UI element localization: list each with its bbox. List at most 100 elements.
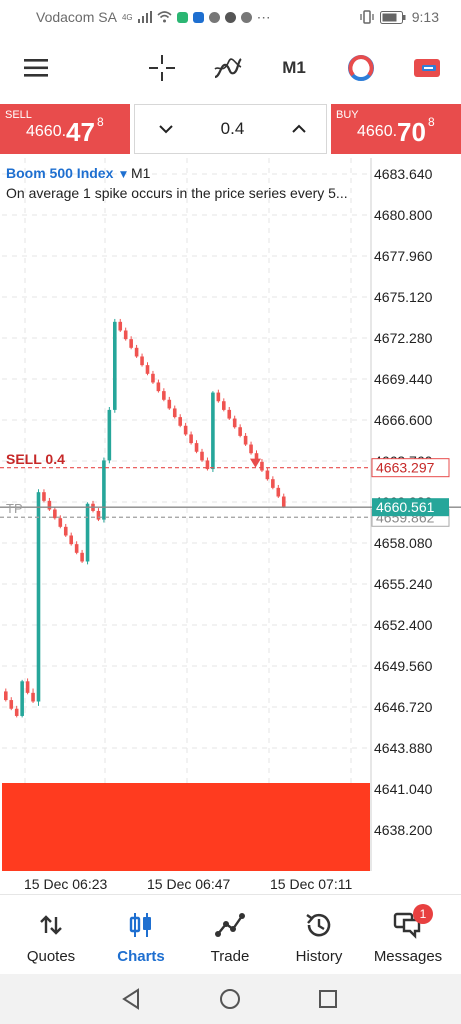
indicators-icon <box>214 58 242 79</box>
candle-body <box>249 444 253 454</box>
symbol-dropdown-icon[interactable]: ▼ <box>120 170 127 180</box>
vibrate-icon <box>360 10 374 24</box>
time-axis-label: 15 Dec 06:47 <box>147 876 230 892</box>
bottom-navigation: Quotes Charts Trade History 1 Messages <box>0 894 461 974</box>
candle-body <box>107 409 112 461</box>
system-navigation-bar <box>0 974 461 1024</box>
price-axis-label: 4669.440 <box>374 371 433 387</box>
clock: 9:13 <box>411 9 439 25</box>
candle-body <box>151 373 155 383</box>
candle-body <box>205 460 210 470</box>
candle-body <box>74 544 79 553</box>
sell-button[interactable]: SELL 4660. 47 8 <box>0 104 130 154</box>
home-icon[interactable] <box>219 988 241 1010</box>
one-click-trade-panel: SELL 4660. 47 8 0.4 BUY 4660. 70 8 <box>0 104 461 154</box>
back-icon[interactable] <box>120 988 142 1010</box>
price-axis-label: 4652.400 <box>374 617 433 633</box>
candle-body <box>96 510 101 520</box>
candle-body <box>14 708 19 716</box>
chart-canvas[interactable]: 4683.640 4680.800 4677.960 4675.120 4672.280… <box>0 158 461 894</box>
chart-symbol[interactable]: Boom 500 Index <box>6 165 114 181</box>
quotes-icon <box>40 915 62 935</box>
candle-body <box>271 479 275 488</box>
candle-body <box>183 425 188 435</box>
crosshair-button[interactable] <box>140 42 184 94</box>
indicators-button[interactable] <box>206 42 250 94</box>
time-axis-label: 15 Dec 07:11 <box>270 876 352 892</box>
menu-button[interactable] <box>14 42 58 94</box>
candle-body <box>172 408 177 418</box>
candle-body <box>276 487 281 497</box>
candle-body <box>260 461 264 471</box>
sell-entry-marker <box>250 458 261 468</box>
candle-body <box>47 500 52 510</box>
sell-price-point: 8 <box>97 115 104 129</box>
chevron-down-icon <box>159 125 173 134</box>
candle-body <box>189 434 193 444</box>
price-axis-label: 4675.120 <box>374 289 433 305</box>
candle-body <box>9 700 14 709</box>
new-order-icon <box>414 59 440 77</box>
candle-body <box>216 392 221 402</box>
current-price-tag <box>372 498 449 517</box>
lot-size-control: 0.4 <box>134 104 327 154</box>
candle-body <box>145 365 150 374</box>
battery-icon <box>379 10 406 24</box>
price-axis-label: 4658.080 <box>374 535 433 551</box>
candle-body <box>123 330 128 340</box>
nav-history[interactable]: History <box>273 895 365 975</box>
candle-body <box>140 356 144 366</box>
timeframe-button[interactable]: M1 <box>282 58 306 77</box>
price-axis-label: 4683.640 <box>374 166 433 182</box>
app-notification-icon-2 <box>192 11 204 23</box>
candle-body <box>31 692 35 702</box>
buy-label: BUY <box>336 109 359 121</box>
decrease-lot-button[interactable] <box>159 119 173 139</box>
trade-icon <box>215 913 245 937</box>
chart-toolbar: M1 <box>0 42 461 94</box>
candle-body <box>156 382 161 392</box>
sell-price-tag <box>371 458 450 478</box>
candle-body <box>200 451 204 461</box>
symbol-description: On average 1 spike occurs in the price s… <box>6 185 348 201</box>
chevron-up-icon <box>292 124 306 133</box>
price-axis-label: 4646.720 <box>374 699 433 715</box>
candle-body <box>129 339 133 348</box>
one-click-trading-button[interactable] <box>339 42 383 94</box>
volume-area <box>2 783 370 871</box>
candle-body <box>80 552 84 562</box>
crosshair-icon <box>149 55 175 81</box>
price-chart[interactable]: 4683.640 4680.800 4677.960 4675.120 4672.280… <box>0 158 461 894</box>
nav-quotes[interactable]: Quotes <box>5 895 97 975</box>
nav-messages[interactable]: 1 Messages <box>362 895 454 975</box>
tp-label[interactable]: TP <box>6 501 23 516</box>
current-price-tag-text: 4660.561 <box>376 499 435 515</box>
candle-body <box>102 460 106 520</box>
new-order-button[interactable] <box>405 42 449 94</box>
buy-button[interactable]: BUY 4660. 70 8 <box>331 104 461 154</box>
time-axis-label: 15 Dec 06:23 <box>24 876 107 892</box>
buy-price-point: 8 <box>428 115 435 129</box>
candle-body <box>118 321 123 331</box>
lot-size-value[interactable]: 0.4 <box>220 119 245 138</box>
recents-icon[interactable] <box>318 989 338 1009</box>
price-axis-label: 4655.240 <box>374 576 433 592</box>
sell-position-label[interactable]: SELL 0.4 <box>6 451 65 467</box>
candle-body <box>69 535 73 545</box>
sell-price-tag-text: 4663.297 <box>376 460 435 476</box>
candle-body <box>211 392 215 470</box>
sell-label: SELL <box>5 109 32 121</box>
increase-lot-button[interactable] <box>292 119 306 139</box>
nav-charts[interactable]: Charts <box>95 895 187 975</box>
chart-timeframe: M1 <box>131 165 151 181</box>
wifi-icon <box>157 11 172 23</box>
charts-icon <box>129 913 151 937</box>
candle-body <box>25 681 30 693</box>
app-notification-icon <box>176 11 188 23</box>
candle-body <box>254 453 259 462</box>
nav-trade[interactable]: Trade <box>184 895 276 975</box>
signal-icon <box>137 11 152 23</box>
nav-charts-label: Charts <box>117 948 165 965</box>
buy-price-pips: 70 <box>397 117 426 147</box>
network-type: 4G <box>121 12 133 22</box>
